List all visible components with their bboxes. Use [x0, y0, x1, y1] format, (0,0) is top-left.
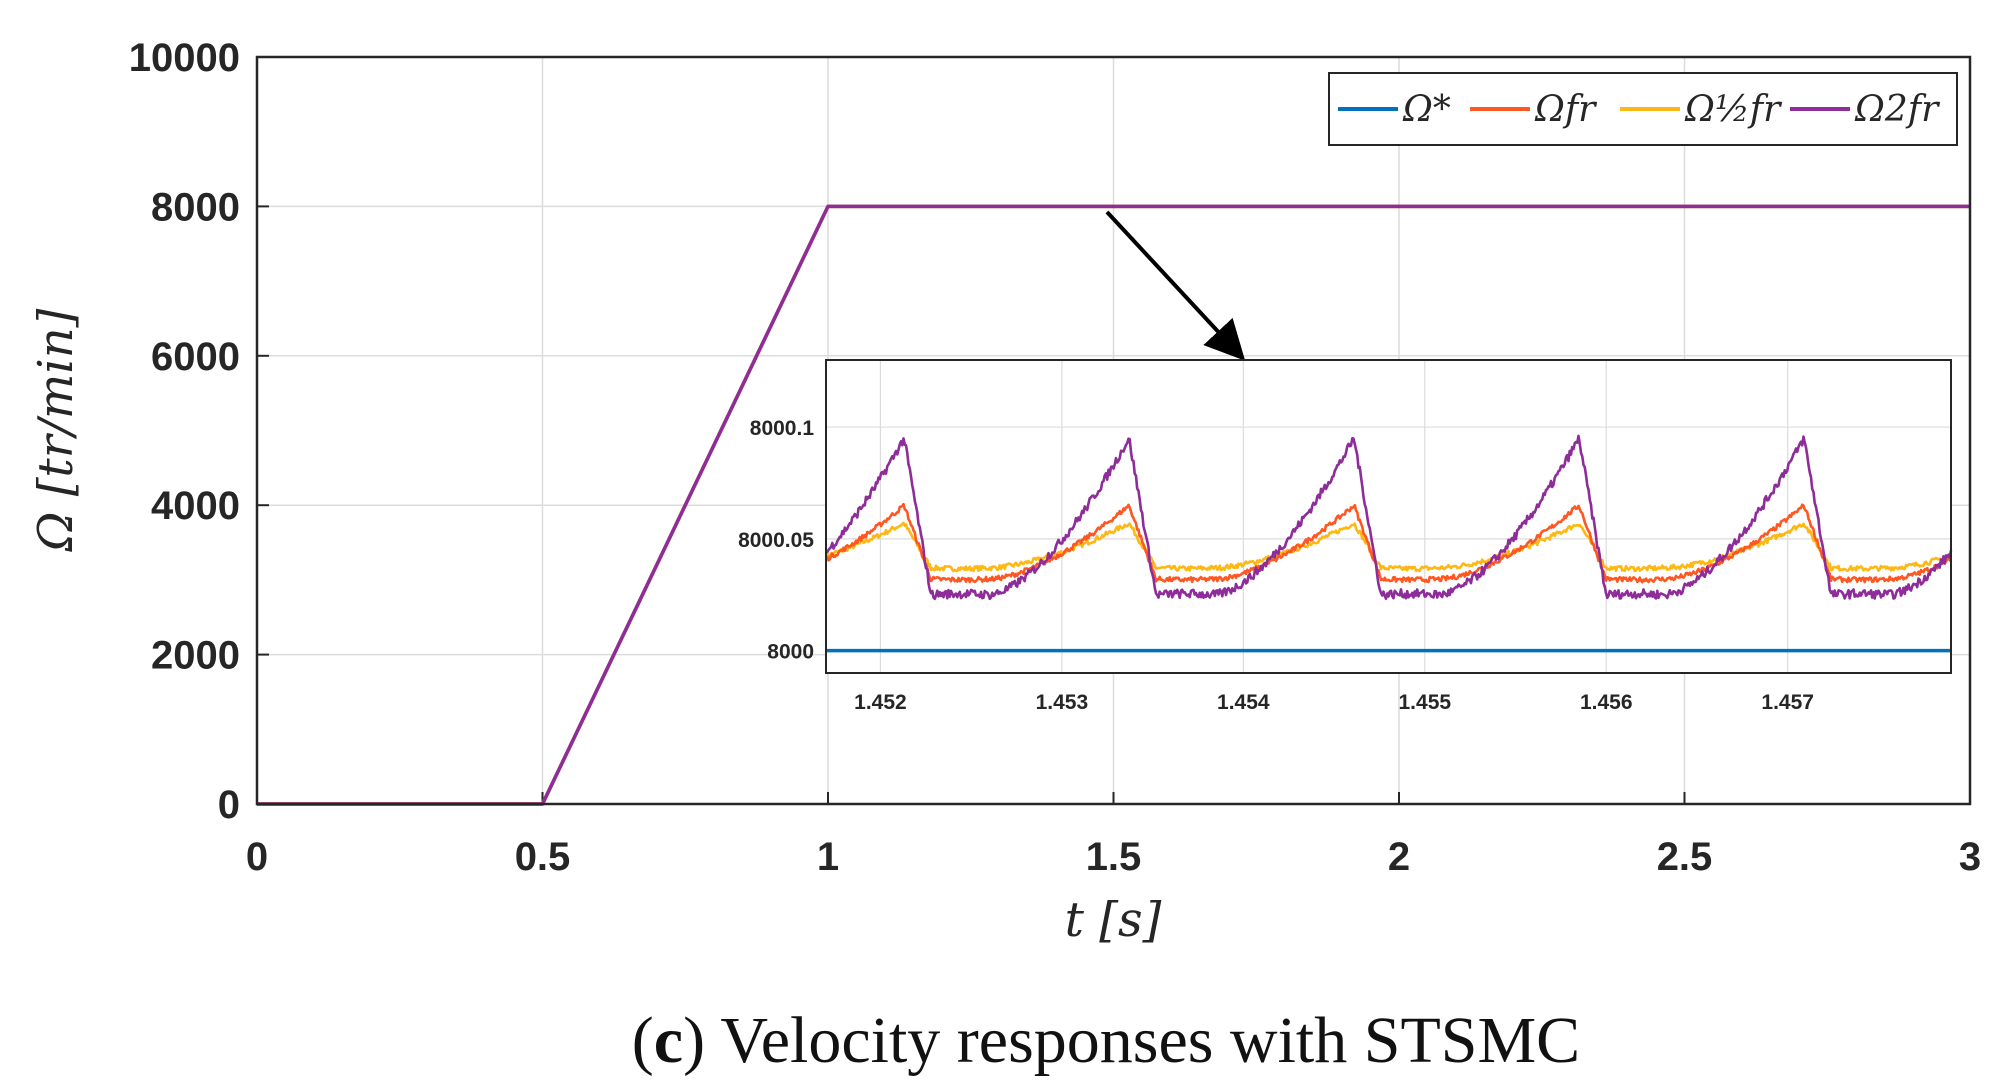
inset-plot-area	[826, 360, 1951, 673]
inset-x-tick-label: 1.457	[1761, 691, 1814, 714]
inset-y-tick-label: 8000.05	[738, 529, 814, 552]
main-y-tick-label: 10000	[129, 36, 240, 80]
inset-x-tick-label: 1.453	[1036, 691, 1089, 714]
main-x-tick-label: 3	[1959, 835, 1981, 879]
legend-label-half-fr: Ω½fr	[1684, 89, 1782, 130]
inset-axes-box	[825, 359, 1952, 674]
legend: Ω* Ωfr Ω½fr Ω2fr	[1328, 72, 1958, 146]
main-x-tick-label: 0.5	[515, 835, 571, 879]
inset-series-line-2	[824, 521, 1952, 573]
inset-y-tick-label: 8000	[767, 641, 814, 664]
legend-label-reference: Ω*	[1402, 89, 1451, 130]
main-y-tick-label: 2000	[151, 634, 240, 678]
inset-x-tick-label: 1.454	[1217, 691, 1270, 714]
inset-series-line-3	[825, 434, 1953, 601]
inset-x-tick-label: 1.456	[1580, 691, 1633, 714]
main-x-tick-labels: 0 0.5 1 1.5 2 2.5 3	[246, 835, 1981, 879]
figure-caption: (c) Velocity responses with STSMC	[632, 1004, 1580, 1077]
inset-x-tick-label: 1.452	[854, 691, 907, 714]
inset-series	[824, 434, 1953, 653]
caption-label: c	[654, 1004, 683, 1077]
main-x-tick-label: 2.5	[1657, 835, 1713, 879]
legend-label-fr: Ωfr	[1534, 89, 1597, 130]
inset-y-tick-label: 8000.1	[750, 417, 815, 440]
x-axis-label: t [s]	[1065, 892, 1162, 948]
inset-x-tick-labels: 1.452 1.453 1.454 1.455 1.456 1.457	[854, 691, 1814, 714]
main-x-tick-label: 1.5	[1086, 835, 1142, 879]
zoom-arrow	[1105, 210, 1246, 361]
main-y-tick-label: 0	[218, 783, 240, 827]
y-axis-label: Ω [tr/min]	[28, 308, 84, 552]
caption-close-paren: )	[683, 1004, 720, 1077]
main-axes-box	[255, 55, 1972, 806]
caption-open-paren: (	[632, 1004, 654, 1077]
inset-y-tick-labels: 8000 8000.05 8000.1	[738, 417, 814, 664]
main-y-tick-label: 6000	[151, 335, 240, 379]
main-y-tick-label: 4000	[151, 484, 240, 528]
inset-x-tick-label: 1.455	[1399, 691, 1452, 714]
main-x-tick-label: 0	[246, 835, 268, 879]
legend-label-2fr: Ω2fr	[1854, 89, 1940, 130]
main-x-tick-label: 2	[1388, 835, 1410, 879]
main-y-tick-labels: 0 2000 4000 6000 8000 10000	[129, 36, 240, 827]
caption-text: Velocity responses with STSMC	[720, 1004, 1580, 1077]
main-y-tick-label: 8000	[151, 185, 240, 229]
main-x-tick-label: 1	[817, 835, 839, 879]
inset-series-line-1	[824, 502, 1952, 584]
inset-chart: 1.452 1.453 1.454 1.455 1.456 1.457 8000 8000.…	[738, 359, 1953, 714]
